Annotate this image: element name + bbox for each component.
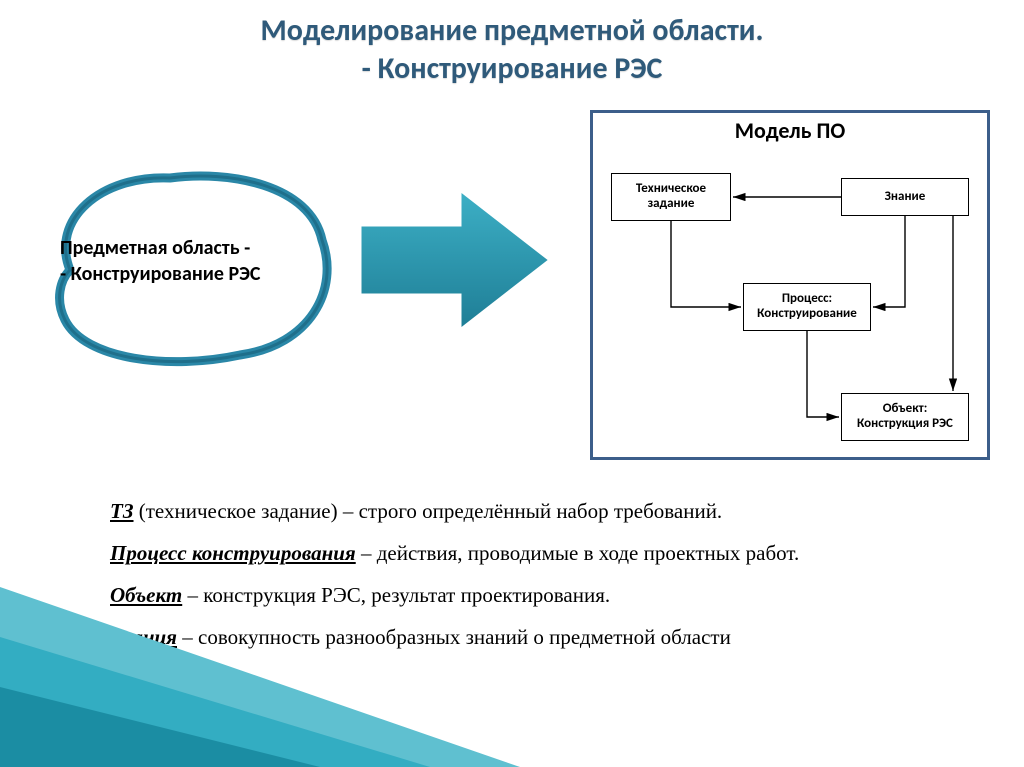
def-row: ТЗ (техническое задание) – строго опреде…	[110, 490, 990, 532]
definitions: ТЗ (техническое задание) – строго опреде…	[110, 490, 990, 658]
node-object: Объект: Конструкция РЭС	[841, 393, 969, 441]
node-tz: Техническое задание	[611, 173, 731, 221]
blob-line-2: - Конструирование РЭС	[60, 262, 260, 286]
arrow-icon	[350, 180, 555, 340]
node-znanie: Знание	[841, 178, 969, 216]
def-row: Объект – конструкция РЭС, результат прое…	[110, 574, 990, 616]
arrow-shape	[360, 190, 550, 330]
title-line-1: Моделирование предметной области.	[261, 12, 764, 49]
transform-arrow	[350, 180, 555, 340]
def-row: Знания – совокупность разнообразных знан…	[110, 616, 990, 658]
title-line-2: - Конструирование РЭС	[362, 50, 663, 87]
subject-area-blob: Предметная область - - Конструирование Р…	[30, 160, 340, 370]
def-row: Процесс конструирования – действия, пров…	[110, 532, 990, 574]
def-term: Процесс конструирования	[110, 541, 356, 565]
def-term: ТЗ	[110, 499, 134, 523]
model-inner: Техническое задание Знание Процесс: Конс…	[593, 113, 987, 457]
node-process: Процесс: Конструирование	[743, 283, 871, 331]
model-box: Модель ПО	[590, 110, 990, 460]
slide-title: Моделирование предметной области. - Конс…	[0, 12, 1024, 87]
blob-line-1: Предметная область -	[60, 236, 250, 260]
def-term: Знания	[110, 625, 177, 649]
def-term: Объект	[110, 583, 182, 607]
blob-text: Предметная область - - Конструирование Р…	[60, 235, 320, 287]
